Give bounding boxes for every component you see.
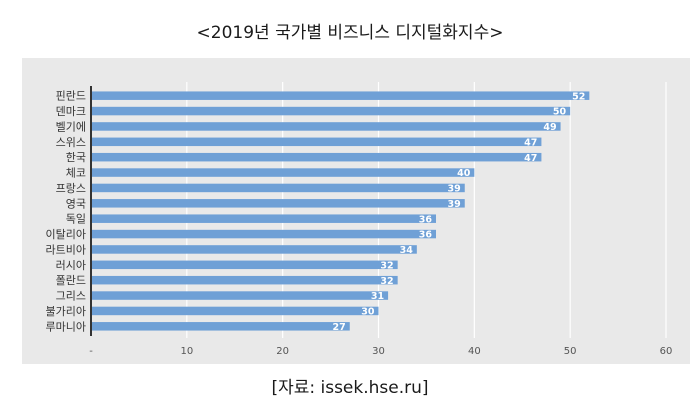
category-label: 폴란드 xyxy=(56,274,86,287)
bar xyxy=(91,122,561,131)
bar-value-label: 39 xyxy=(448,199,461,210)
bar xyxy=(91,152,542,162)
bar xyxy=(91,214,436,223)
category-label: 독일 xyxy=(66,212,86,226)
bar xyxy=(91,91,590,100)
bar-value-label: 39 xyxy=(448,184,461,195)
chart-area: - 10 20 30 40 50 60 52 핀란드 50 덴마크 49 벨기에 47 스위스 47 한국 40 체… xyxy=(22,58,690,364)
bar-value-label: 32 xyxy=(380,276,393,287)
chart-title: <2019년 국가별 비즈니스 디지털화지수> xyxy=(196,23,504,43)
bar-value-label: 47 xyxy=(524,137,537,148)
bar-value-label: 40 xyxy=(457,168,471,179)
bar xyxy=(91,306,379,316)
x-tick-label: 20 xyxy=(276,346,289,357)
bar xyxy=(91,106,571,116)
x-tick-label: 60 xyxy=(660,346,673,357)
bar xyxy=(91,137,542,147)
x-tick-label: - xyxy=(89,346,93,357)
bar xyxy=(91,168,475,177)
category-label: 핀란드 xyxy=(56,90,86,103)
category-label: 한국 xyxy=(66,151,86,164)
x-tick-label: 30 xyxy=(372,346,385,357)
source-caption: [자료: issek.hse.ru] xyxy=(271,378,429,398)
plot-background xyxy=(22,58,690,364)
bar-value-label: 34 xyxy=(400,245,414,256)
bar xyxy=(91,183,465,193)
category-label: 불가리아 xyxy=(46,305,86,318)
bar xyxy=(91,260,398,270)
bar-value-label: 50 xyxy=(553,107,567,118)
category-label: 덴마크 xyxy=(56,105,86,118)
category-label: 러시아 xyxy=(56,259,86,272)
category-label: 스위스 xyxy=(56,136,86,149)
category-label: 프랑스 xyxy=(56,182,86,195)
bar-value-label: 32 xyxy=(380,260,393,271)
bar-value-label: 52 xyxy=(572,91,585,102)
bar-value-label: 47 xyxy=(524,153,537,164)
x-tick-label: 50 xyxy=(564,346,577,357)
bar-value-label: 36 xyxy=(419,230,433,241)
category-label: 루마니아 xyxy=(46,320,86,333)
x-tick-label: 10 xyxy=(180,346,193,357)
bar-value-label: 31 xyxy=(371,291,384,302)
bar xyxy=(91,322,350,331)
category-label: 벨기에 xyxy=(56,120,86,133)
bar xyxy=(91,275,398,285)
bar-chart: - 10 20 30 40 50 60 52 핀란드 50 덴마크 49 벨기에 47 스위스 47 한국 40 체… xyxy=(22,58,690,364)
category-label: 체코 xyxy=(66,167,86,180)
bar-value-label: 27 xyxy=(333,322,346,333)
bar xyxy=(91,291,389,300)
bar-value-label: 49 xyxy=(543,122,556,133)
category-label: 그리스 xyxy=(56,290,86,303)
bar xyxy=(91,245,417,254)
category-label: 영국 xyxy=(66,197,86,210)
bar-value-label: 36 xyxy=(419,214,433,225)
x-tick-label: 40 xyxy=(468,346,481,357)
category-label: 이탈리아 xyxy=(46,228,86,241)
bar xyxy=(91,199,465,208)
bar-value-label: 30 xyxy=(361,307,375,318)
category-label: 라트비아 xyxy=(46,243,86,256)
bar xyxy=(91,229,436,239)
